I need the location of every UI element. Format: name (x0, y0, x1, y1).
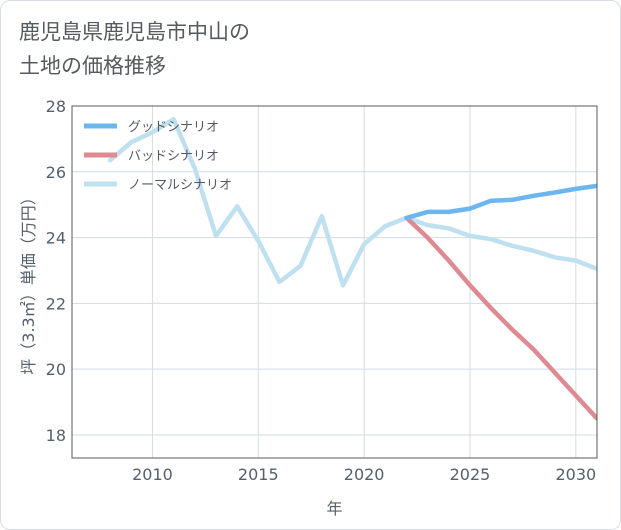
y-axis-ticks: 18 20 22 24 26 28 (46, 97, 66, 445)
y-tick-label: 22 (46, 294, 66, 313)
chart-title-line-2: 土地の価格推移 (19, 54, 166, 78)
x-tick-label: 2010 (132, 465, 173, 484)
chart-title-line-1: 鹿児島県鹿児島市中山の (19, 20, 250, 44)
chart-title: 鹿児島県鹿児島市中山の 土地の価格推移 (19, 15, 250, 83)
legend-label-3: ノーマルシナリオ (128, 178, 232, 193)
y-tick-label: 18 (46, 426, 66, 445)
y-tick-label: 26 (46, 163, 66, 182)
x-tick-label: 2020 (344, 465, 385, 484)
x-tick-label: 2015 (238, 465, 279, 484)
series-layer (107, 116, 597, 421)
y-tick-label: 20 (46, 360, 66, 379)
legend-label-1: グッドシナリオ (128, 120, 219, 135)
y-tick-label: 28 (46, 97, 66, 116)
x-axis-ticks: 2010 2015 2020 2025 2030 (132, 465, 596, 484)
y-axis-title: 坪（3.3㎡）単価（万円） (19, 189, 38, 374)
plot-area-border (71, 105, 598, 459)
series-line-1 (404, 183, 597, 221)
x-tick-label: 2030 (555, 465, 596, 484)
series-line-2 (404, 215, 597, 421)
series-line-3 (107, 116, 597, 288)
y-tick-label: 24 (46, 229, 66, 248)
x-axis-title: 年 (326, 499, 342, 518)
legend-label-2: バッドシナリオ (128, 149, 219, 164)
x-tick-label: 2025 (450, 465, 491, 484)
